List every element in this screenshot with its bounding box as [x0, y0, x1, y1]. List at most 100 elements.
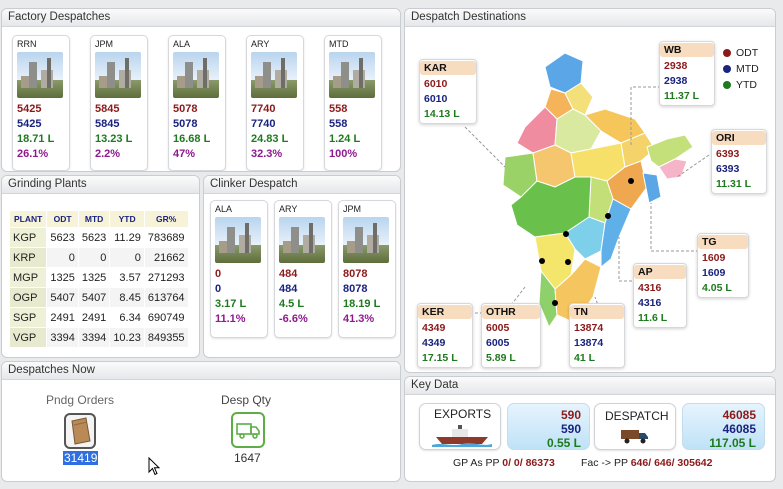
legend-dot: [723, 65, 731, 74]
plant-growth: 11.1%: [215, 313, 246, 325]
plant-code: ARY: [251, 39, 270, 49]
state-code: TG: [698, 235, 748, 249]
plant-mtd: 558: [329, 118, 348, 130]
grinding-cell: 2491: [77, 307, 111, 328]
pending-orders-value[interactable]: 31419: [63, 451, 99, 465]
grinding-plants-title: Grinding Plants: [2, 176, 199, 194]
plant-photo: [329, 52, 375, 98]
pending-orders-button[interactable]: [64, 413, 96, 449]
ship-icon: [432, 425, 492, 447]
grinding-cell: 849355: [143, 327, 189, 348]
plant-ytd: 18.19 L: [343, 298, 381, 310]
plant-odt: 558: [329, 103, 348, 115]
truck-icon: [236, 423, 260, 439]
grinding-header-cell: YTD: [109, 210, 145, 228]
plant-mtd: 5078: [173, 118, 198, 130]
plant-mtd: 5425: [17, 118, 42, 130]
state-mtd: 2938: [664, 75, 688, 87]
plant-card[interactable]: ARY 484 484 4.5 L -6.6%: [274, 200, 332, 338]
fac-to-pp-label: Fac -> PP: [581, 457, 628, 469]
state-card[interactable]: OTHR 6005 6005 5.89 L: [481, 303, 541, 368]
factory-despatches-panel: Factory Despatches RRN 5425 5425 18.71 L 26.…: [1, 8, 401, 172]
despatch-values: 46085 46085 117.05 L: [682, 403, 765, 450]
state-code: OTHR: [482, 305, 540, 319]
plant-mtd: 5845: [95, 118, 120, 130]
grinding-cell: OGP: [8, 287, 48, 308]
state-card[interactable]: WB 2938 2938 11.37 L: [659, 41, 715, 106]
plant-card[interactable]: JPM 5845 5845 13.23 L 2.2%: [90, 35, 148, 171]
despatch-odt: 46085: [722, 408, 756, 422]
plant-ytd: 3.17 L: [215, 298, 247, 310]
plant-card[interactable]: ALA 5078 5078 16.68 L 47%: [168, 35, 226, 171]
despatch-destinations-title: Despatch Destinations: [405, 9, 775, 27]
legend-label: ODT: [736, 47, 759, 59]
legend-dot: [723, 49, 731, 58]
plant-ytd: 1.24 L: [329, 133, 361, 145]
gp-as-pp-row: GP As PP 0/ 0/ 86373: [453, 457, 555, 469]
state-card[interactable]: ORI 6393 6393 11.31 L: [711, 129, 767, 194]
grinding-cell: 5623: [46, 227, 79, 248]
plant-ytd: 13.23 L: [95, 133, 133, 145]
state-card[interactable]: KAR 6010 6010 14.13 L: [419, 59, 477, 124]
plant-ytd: 16.68 L: [173, 133, 211, 145]
plant-odt: 484: [279, 268, 298, 280]
plant-odt: 7740: [251, 103, 276, 115]
grinding-cell: 783689: [143, 227, 189, 248]
plant-card[interactable]: RRN 5425 5425 18.71 L 26.1%: [12, 35, 70, 171]
state-card[interactable]: KER 4349 4349 17.15 L: [417, 303, 473, 368]
grinding-cell: 10.23: [109, 327, 145, 348]
grinding-cell: 3394: [77, 327, 111, 348]
clinker-despatch-panel: Clinker Despatch ALA 0 0 3.17 L 11.1% ARY 484 4…: [203, 175, 401, 358]
state-ytd: 41 L: [574, 352, 596, 364]
grinding-header-cell: MTD: [77, 210, 111, 228]
plant-odt: 5845: [95, 103, 120, 115]
exports-mtd: 590: [560, 422, 581, 436]
grinding-cell: 5623: [77, 227, 111, 248]
plant-mtd: 0: [215, 283, 222, 295]
plant-code: ALA: [173, 39, 191, 49]
state-odt: 1609: [702, 252, 726, 264]
grinding-cell: SGP: [8, 307, 48, 328]
grinding-plants-panel: Grinding Plants PLANT ODT MTD YTD GR% KGP 562…: [1, 175, 200, 358]
state-card[interactable]: AP 4316 4316 11.6 L: [633, 263, 687, 328]
despatch-qty-button[interactable]: [231, 412, 265, 448]
state-odt: 4349: [422, 322, 446, 334]
plant-photo: [251, 52, 297, 98]
grinding-cell: 1325: [46, 267, 79, 288]
grinding-cell: 21662: [143, 247, 189, 268]
despatch-label: DESPATCH: [605, 409, 669, 423]
plant-photo: [17, 52, 63, 98]
exports-button[interactable]: EXPORTS: [419, 403, 501, 450]
grinding-cell: 0: [109, 247, 145, 268]
grinding-cell: 5407: [77, 287, 111, 308]
plant-code: ALA: [215, 204, 233, 214]
table-row: SGP 2491 2491 6.34 690749: [8, 307, 189, 328]
cement-bag-icon: [71, 417, 91, 445]
mouse-cursor-icon: [148, 457, 161, 476]
table-row: MGP 1325 1325 3.57 271293: [8, 267, 189, 288]
plant-odt: 0: [215, 268, 222, 280]
legend-label: YTD: [736, 79, 757, 91]
plant-card[interactable]: MTD 558 558 1.24 L 100%: [324, 35, 382, 171]
table-row: OGP 5407 5407 8.45 613764: [8, 287, 189, 308]
plant-card[interactable]: ALA 0 0 3.17 L 11.1%: [210, 200, 268, 338]
plant-odt: 5078: [173, 103, 198, 115]
state-odt: 6393: [716, 148, 740, 160]
state-card[interactable]: TN 13874 13874 41 L: [569, 303, 625, 368]
key-data-title: Key Data: [405, 377, 775, 395]
gp-as-pp-value: 0/ 0/ 86373: [502, 457, 555, 469]
despatch-button[interactable]: DESPATCH: [594, 403, 676, 450]
state-ytd: 14.13 L: [424, 108, 460, 120]
plant-growth: 2.2%: [95, 148, 121, 160]
exports-odt: 590: [560, 408, 581, 422]
grinding-cell: 8.45: [109, 287, 145, 308]
state-card[interactable]: TG 1609 1609 4.05 L: [697, 233, 749, 298]
plant-odt: 8078: [343, 268, 368, 280]
plant-card[interactable]: JPM 8078 8078 18.19 L 41.3%: [338, 200, 396, 338]
grinding-cell: KGP: [8, 227, 48, 248]
table-row: VGP 3394 3394 10.23 849355: [8, 327, 189, 348]
plant-card[interactable]: ARY 7740 7740 24.83 L 32.3%: [246, 35, 304, 171]
grinding-cell: 3394: [46, 327, 79, 348]
grinding-plants-table: PLANT ODT MTD YTD GR% KGP 5623 5623 11.29 783689…: [8, 210, 189, 348]
state-odt: 4316: [638, 282, 662, 294]
